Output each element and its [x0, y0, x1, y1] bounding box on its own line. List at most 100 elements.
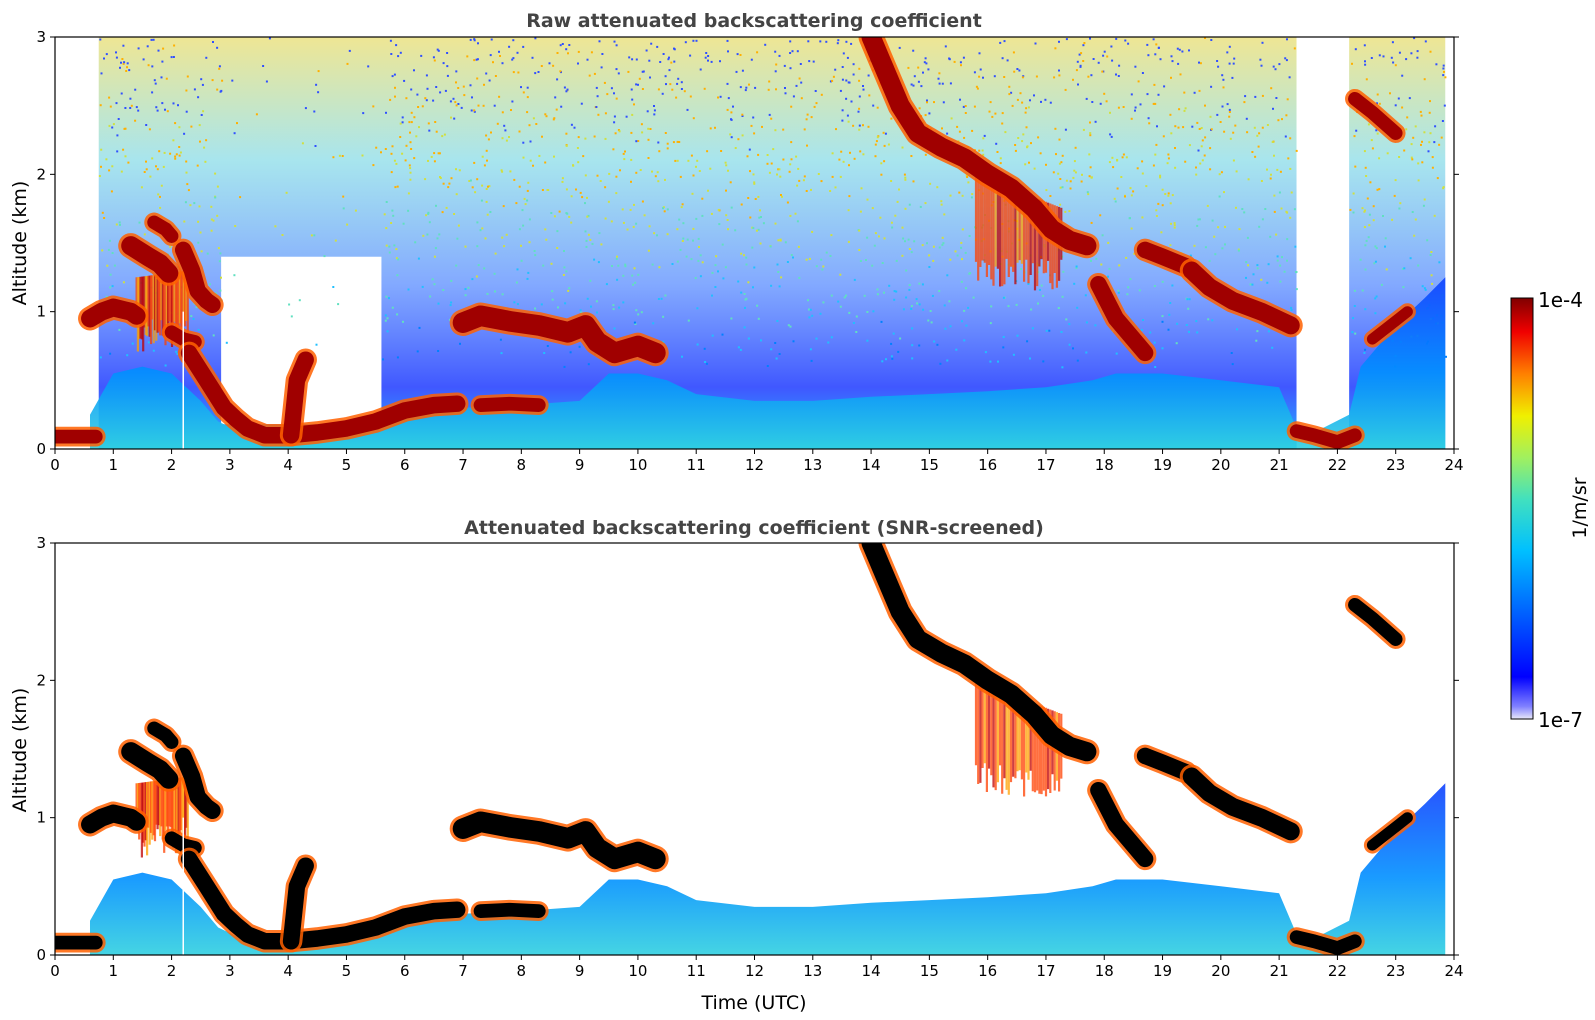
- clear-gap: [55, 37, 90, 425]
- raw-backscatter-panel: Raw attenuated backscattering coefficien…: [9, 10, 1464, 474]
- x-tick-label: 10: [628, 456, 647, 474]
- x-tick-label: 1: [109, 456, 119, 474]
- y-tick-label: 3: [36, 534, 46, 552]
- x-axis-label: Time (UTC): [700, 992, 806, 1014]
- x-tick-label: 7: [458, 962, 468, 980]
- x-tick-label: 21: [1270, 456, 1289, 474]
- x-tick-label: 3: [225, 456, 235, 474]
- x-tick-label: 8: [517, 962, 527, 980]
- cloud-layer: [1289, 930, 1362, 955]
- cloud-layer: [452, 811, 666, 870]
- x-tick-label: 16: [978, 962, 997, 980]
- x-tick-label: 17: [1036, 456, 1055, 474]
- screened-backscatter-panel: Attenuated backscattering coefficient (S…: [9, 517, 1464, 1014]
- x-tick-label: 15: [920, 456, 939, 474]
- boundary-layer-aerosol: [89, 277, 1446, 449]
- y-axis: 0 1 2 3: [36, 28, 1459, 458]
- cloud-layer: [1348, 91, 1403, 140]
- y-tick-label: 3: [36, 28, 46, 46]
- x-tick-label: 11: [687, 962, 706, 980]
- cloud-layer: [1182, 767, 1300, 841]
- x-tick-label: 16: [978, 456, 997, 474]
- y-axis-label: Altitude (km): [9, 181, 31, 306]
- cloud-layer: [147, 721, 179, 749]
- cloud-layer: [1090, 781, 1154, 868]
- x-tick-label: 4: [283, 962, 293, 980]
- x-tick-label: 18: [1095, 456, 1114, 474]
- cloud-layer: [861, 543, 1097, 762]
- cloud-layer: [174, 241, 221, 314]
- x-tick-label: 11: [687, 456, 706, 474]
- x-tick-label: 22: [1328, 456, 1347, 474]
- y-tick-label: 0: [36, 440, 46, 458]
- cloud-layer: [282, 857, 314, 950]
- x-tick-label: 13: [803, 456, 822, 474]
- plot-area: [55, 37, 1447, 449]
- x-tick-label: 6: [400, 456, 410, 474]
- cloud-layer: [282, 351, 314, 444]
- cloud-layer: [473, 902, 546, 918]
- colorbar-max-label: 1e-4: [1538, 288, 1583, 312]
- colorbar-min-label: 1e-7: [1538, 708, 1583, 732]
- x-tick-label: 12: [745, 962, 764, 980]
- x-tick-label: 10: [628, 962, 647, 980]
- x-axis: 0 1 2 3 4 5 6 7 8 9 10 11 12 13 14 15 16 17 18 19 20 21 22 23 24: [50, 449, 1464, 474]
- x-tick-label: 12: [745, 456, 764, 474]
- cloud-layer: [147, 215, 179, 243]
- x-tick-label: 9: [575, 456, 585, 474]
- y-tick-label: 1: [36, 809, 46, 827]
- x-tick-label: 1: [109, 962, 119, 980]
- cloud-layer: [1289, 424, 1362, 449]
- cloud-layer: [861, 37, 1097, 256]
- x-tick-label: 20: [1211, 456, 1230, 474]
- x-tick-label: 7: [458, 456, 468, 474]
- x-tick-label: 24: [1444, 962, 1463, 980]
- x-tick-label: 14: [862, 962, 881, 980]
- x-tick-label: 13: [803, 962, 822, 980]
- cloud-layer: [121, 742, 179, 789]
- x-tick-label: 0: [50, 456, 60, 474]
- x-tick-label: 21: [1270, 962, 1289, 980]
- x-tick-label: 19: [1153, 456, 1172, 474]
- clear-gap: [1296, 37, 1350, 425]
- y-tick-label: 2: [36, 165, 46, 183]
- x-tick-label: 23: [1386, 962, 1405, 980]
- colorbar: 1e-4 1e-7 1/m/sr: [1510, 288, 1591, 732]
- y-axis-label: Altitude (km): [9, 688, 31, 813]
- y-axis: 0 1 2 3: [36, 534, 1459, 964]
- cloud-layer: [1366, 306, 1413, 345]
- chart-title: Raw attenuated backscattering coefficien…: [526, 10, 982, 32]
- cloud-layer: [174, 747, 221, 820]
- x-tick-label: 5: [342, 456, 352, 474]
- y-tick-label: 0: [36, 946, 46, 964]
- colorbar-gradient: [1510, 297, 1534, 720]
- colorbar-unit-label: 1/m/sr: [1569, 477, 1591, 538]
- cloud-layer: [452, 305, 666, 364]
- x-tick-label: 22: [1328, 962, 1347, 980]
- x-tick-label: 3: [225, 962, 235, 980]
- x-tick-label: 17: [1036, 962, 1055, 980]
- y-tick-label: 2: [36, 671, 46, 689]
- x-tick-label: 19: [1153, 962, 1172, 980]
- cloud-layer: [81, 804, 146, 834]
- x-tick-label: 23: [1386, 456, 1405, 474]
- x-tick-label: 0: [50, 962, 60, 980]
- cloud-layer: [473, 396, 546, 412]
- x-axis: 0 1 2 3 4 5 6 7 8 9 10 11 12 13 14 15 16 17 18 19 20 21 22 23 24: [50, 955, 1464, 980]
- plot-area: [55, 543, 1446, 955]
- x-tick-label: 15: [920, 962, 939, 980]
- x-tick-label: 6: [400, 962, 410, 980]
- cloud-layer: [1182, 261, 1300, 335]
- x-tick-label: 14: [862, 456, 881, 474]
- x-tick-label: 8: [517, 456, 527, 474]
- x-tick-label: 24: [1444, 456, 1463, 474]
- x-tick-label: 2: [167, 456, 177, 474]
- cloud-layer: [1090, 275, 1154, 362]
- cloud-layer: [1136, 241, 1195, 275]
- x-tick-label: 5: [342, 962, 352, 980]
- y-tick-label: 1: [36, 303, 46, 321]
- cloud-layer: [81, 298, 146, 328]
- x-tick-label: 9: [575, 962, 585, 980]
- x-tick-label: 20: [1211, 962, 1230, 980]
